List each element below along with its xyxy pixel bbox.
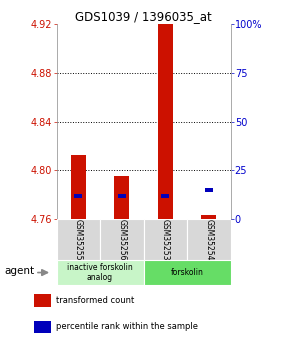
Bar [57,219,100,260]
Bar [158,23,173,219]
Text: percentile rank within the sample: percentile rank within the sample [56,322,198,331]
Text: transformed count: transformed count [56,296,135,305]
Bar [187,219,231,260]
Bar [201,215,216,219]
Text: inactive forskolin
analog: inactive forskolin analog [67,263,133,282]
Bar [100,219,144,260]
Text: GSM35255: GSM35255 [74,219,83,260]
Text: GSM35253: GSM35253 [161,219,170,260]
Text: forskolin: forskolin [171,268,204,277]
Bar [144,219,187,260]
Bar [74,194,82,198]
Text: agent: agent [5,266,35,276]
Bar [161,194,169,198]
Text: GSM35256: GSM35256 [117,219,126,260]
Bar [57,260,144,285]
Text: GSM35254: GSM35254 [204,219,213,260]
Title: GDS1039 / 1396035_at: GDS1039 / 1396035_at [75,10,212,23]
Bar [34,294,51,307]
Bar [34,321,51,333]
Bar [144,260,231,285]
Bar [205,188,213,192]
Bar [71,155,86,219]
Bar [118,194,126,198]
Bar [114,176,129,219]
